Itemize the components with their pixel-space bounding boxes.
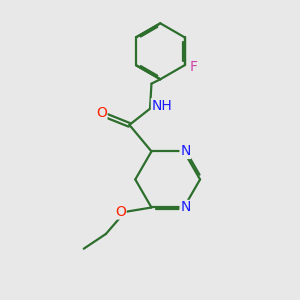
Text: N: N — [180, 200, 190, 214]
Text: F: F — [189, 60, 197, 74]
Text: O: O — [115, 205, 126, 219]
Text: N: N — [180, 144, 190, 158]
Text: O: O — [96, 106, 107, 120]
Text: NH: NH — [152, 99, 172, 113]
